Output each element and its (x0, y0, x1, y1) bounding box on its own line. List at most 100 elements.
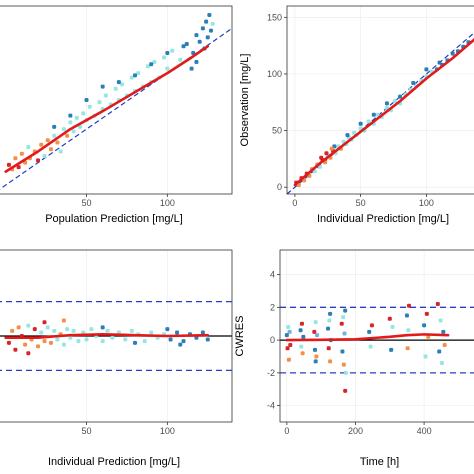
data-point (200, 26, 205, 31)
data-point (100, 84, 105, 89)
panel-top-left: 50 100 Population Prediction [mg/L] (0, 5, 233, 225)
data-point (189, 66, 194, 71)
panel-bottom-right-x-axis-title: Time [h] (360, 456, 399, 468)
data-point (84, 98, 89, 102)
data-point (286, 324, 291, 329)
y-tick-label: 4 (270, 270, 275, 280)
data-point (191, 51, 196, 55)
data-point (205, 35, 210, 40)
data-point (36, 344, 41, 349)
data-point (197, 39, 202, 44)
data-point (369, 323, 374, 328)
data-point (129, 75, 134, 80)
data-point (23, 342, 28, 347)
data-point (58, 149, 63, 154)
data-point (84, 337, 89, 342)
data-point (327, 318, 332, 323)
data-point (204, 19, 209, 24)
data-point (16, 325, 21, 330)
data-point (315, 333, 320, 338)
data-point (42, 339, 47, 344)
data-point (371, 112, 376, 117)
data-point (343, 370, 348, 375)
data-point (42, 153, 47, 158)
data-point (300, 351, 305, 356)
data-point (435, 302, 440, 307)
data-point (165, 327, 170, 332)
x-tick-label: 200 (348, 426, 363, 436)
panel-top-left-x-ticks: 50 100 (82, 194, 175, 208)
data-point (149, 330, 154, 335)
data-point (87, 104, 92, 109)
data-point (194, 33, 199, 38)
data-point (285, 346, 290, 351)
data-point (165, 66, 170, 71)
data-point (288, 343, 293, 348)
data-point (286, 357, 291, 362)
data-point (367, 329, 372, 334)
panel-top-right-x-ticks: 0 50 100 (292, 194, 434, 208)
x-tick-label: 50 (82, 426, 92, 436)
data-point (375, 112, 380, 117)
data-point (424, 67, 429, 72)
data-point (26, 145, 31, 149)
data-point (55, 140, 60, 145)
data-point (343, 308, 348, 313)
data-point (405, 346, 410, 351)
panel-bottom-right-x-ticks: 0 200 400 (284, 422, 432, 436)
data-point (97, 100, 102, 105)
data-point (36, 158, 41, 163)
data-point (48, 340, 53, 345)
data-point (149, 62, 154, 67)
data-point (181, 44, 186, 49)
x-tick-label: 100 (160, 426, 175, 436)
data-point (68, 335, 73, 340)
data-point (10, 328, 15, 333)
data-point (345, 133, 350, 138)
data-point (313, 359, 318, 364)
x-tick-label: 100 (160, 198, 175, 208)
data-point (45, 325, 50, 330)
data-point (368, 344, 373, 349)
data-point (162, 55, 167, 60)
data-point (123, 337, 128, 342)
data-point (437, 60, 442, 65)
data-point (208, 28, 213, 33)
data-point (6, 340, 11, 345)
y-tick-label: 2 (270, 302, 275, 312)
data-point (39, 330, 44, 335)
y-tick-label: 0 (270, 335, 275, 345)
data-point (65, 133, 70, 138)
data-point (6, 162, 11, 167)
data-point (175, 330, 180, 335)
data-point (437, 349, 442, 354)
data-point (389, 347, 394, 352)
data-point (205, 337, 210, 342)
data-point (299, 321, 304, 326)
x-tick-label: 0 (292, 198, 297, 208)
panel-top-left-points (6, 12, 215, 172)
data-point (74, 115, 79, 120)
data-point (341, 315, 346, 320)
data-point (424, 311, 429, 316)
x-tick-label: 400 (417, 426, 432, 436)
data-point (339, 321, 344, 326)
data-point (341, 362, 346, 367)
data-point (129, 328, 134, 333)
data-point (110, 335, 115, 340)
data-point (441, 329, 446, 334)
data-point (16, 165, 21, 170)
data-point (103, 93, 108, 98)
data-point (358, 121, 363, 126)
data-point (42, 320, 47, 325)
data-point (78, 124, 83, 129)
data-point (200, 330, 205, 335)
data-point (26, 323, 31, 328)
data-point (165, 51, 170, 55)
y-tick-label: 0 (277, 182, 282, 192)
x-tick-label: 50 (82, 198, 92, 208)
panel-bottom-right: 0 200 400 4 2 0 -2 -4 Time [h] CWRES (234, 249, 474, 468)
data-point (392, 99, 397, 104)
data-point (184, 42, 189, 47)
